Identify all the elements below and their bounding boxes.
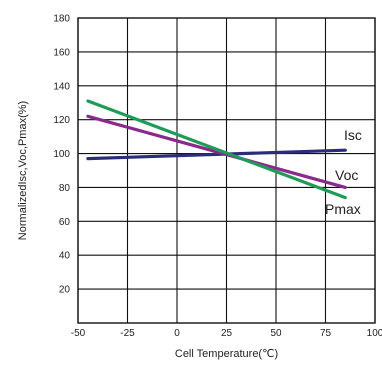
y-tick-label: 100 xyxy=(53,149,70,160)
x-axis-label: Cell Temperature(℃) xyxy=(175,348,278,360)
x-tick-label: -25 xyxy=(120,328,135,339)
series-labels: Isc Voc Pmax xyxy=(325,127,362,217)
x-tick-label: 75 xyxy=(320,328,332,339)
x-tick-label: -50 xyxy=(71,328,86,339)
series-lines xyxy=(86,99,347,200)
y-tick-label: 120 xyxy=(53,115,70,126)
x-tick-labels: -50 -25 0 25 50 75 100 xyxy=(71,328,382,339)
series-label-pmax: Pmax xyxy=(325,201,361,217)
series-line-voc xyxy=(86,114,347,189)
y-tick-labels: 20 40 60 80 100 120 140 160 180 xyxy=(53,14,70,296)
y-tick-label: 60 xyxy=(59,217,71,228)
y-tick-label: 160 xyxy=(53,47,70,58)
grid xyxy=(77,17,376,324)
x-tick-label: 100 xyxy=(367,328,382,339)
y-tick-label: 40 xyxy=(59,251,71,262)
x-tick-label: 50 xyxy=(270,328,282,339)
series-label-isc: Isc xyxy=(344,127,362,143)
x-tick-label: 0 xyxy=(174,328,180,339)
y-tick-label: 20 xyxy=(59,285,71,296)
y-tick-label: 140 xyxy=(53,81,70,92)
series-line-isc xyxy=(86,148,347,161)
series-line-pmax xyxy=(86,99,347,200)
series-label-voc: Voc xyxy=(335,167,358,183)
y-axis-label: NormalizedIsc,Voc,Pmax(%) xyxy=(17,101,29,240)
y-tick-label: 180 xyxy=(53,14,70,25)
x-tick-label: 25 xyxy=(221,328,233,339)
y-tick-label: 80 xyxy=(59,183,71,194)
